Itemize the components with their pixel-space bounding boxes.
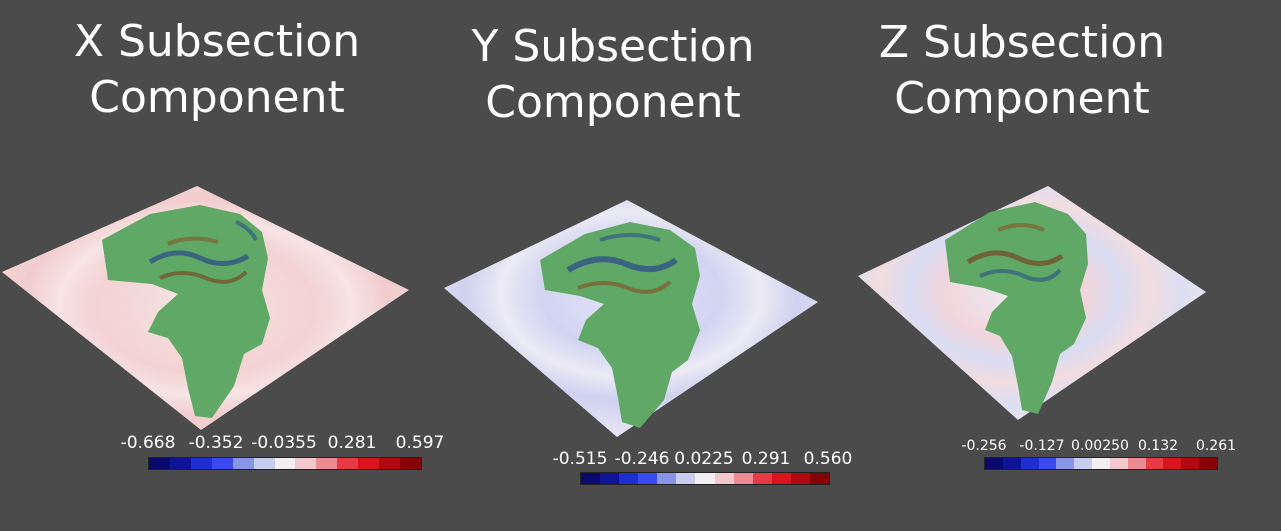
tick-label: 0.291	[741, 449, 791, 469]
tick-label: 0.560	[803, 449, 853, 469]
colorbar-z	[984, 457, 1218, 470]
colorbar-swatch	[619, 473, 639, 484]
tick-label: 0.00250	[1071, 438, 1129, 454]
title-line-2: Component	[89, 72, 345, 123]
colorbar-swatch	[1181, 458, 1200, 469]
land-x	[102, 205, 270, 418]
colorbar-swatch	[1092, 458, 1110, 469]
colorbar-swatch	[1109, 458, 1128, 469]
colorbar-swatch	[169, 458, 191, 469]
tick-label: 0.281	[327, 433, 377, 453]
colorbar-swatch	[752, 473, 772, 484]
colorbar-swatch	[809, 473, 830, 484]
land-y	[540, 222, 700, 428]
colorbar-swatch	[638, 473, 658, 484]
colorbar-swatch	[714, 473, 734, 484]
colorbar-swatch	[190, 458, 212, 469]
colorbar-swatch	[771, 473, 791, 484]
colorbar-swatch	[379, 458, 401, 469]
surface-y	[444, 200, 818, 437]
colorbar-ticks-z: -0.256 -0.127 0.00250 0.132 0.261	[961, 438, 1236, 458]
title-line-1: Z Subsection	[878, 17, 1166, 68]
tick-label: -0.352	[188, 433, 244, 453]
colorbar-swatch	[1163, 458, 1182, 469]
tick-label: 0.261	[1195, 438, 1237, 454]
panel-title-x: X Subsection Component	[74, 14, 360, 126]
colorbar-swatch	[1002, 458, 1021, 469]
colorbar-swatch	[1038, 458, 1057, 469]
colorbar-swatch	[985, 458, 1003, 469]
colorbar-swatch	[733, 473, 753, 484]
colorbar-swatch	[1199, 458, 1217, 469]
colorbar-swatch	[1127, 458, 1146, 469]
colorbar-swatch	[581, 473, 601, 484]
panel-title-y: Y Subsection Component	[471, 19, 754, 131]
tick-label: -0.256	[961, 438, 1007, 454]
colorbar-swatch	[1056, 458, 1075, 469]
colorbar-swatch	[1145, 458, 1164, 469]
tick-label: 0.132	[1137, 438, 1179, 454]
title-line-1: X Subsection	[73, 16, 361, 67]
colorbar-swatch	[337, 458, 359, 469]
colorbar-swatch	[695, 473, 715, 484]
title-line-2: Component	[894, 73, 1150, 124]
colorbar-ticks-x: -0.668 -0.352 -0.0355 0.281 0.597	[121, 433, 445, 457]
colorbar-ticks-y: -0.515 -0.246 0.0225 0.291 0.560	[553, 449, 853, 473]
colorbar-swatch	[790, 473, 810, 484]
colorbar-swatch	[400, 458, 421, 469]
colorbar-swatch	[358, 458, 380, 469]
tick-label: -0.668	[120, 433, 176, 453]
surface-z	[858, 186, 1206, 420]
tick-label: 0.0225	[674, 449, 734, 469]
colorbar-swatch	[211, 458, 233, 469]
tick-label: -0.515	[552, 449, 608, 469]
tick-label: -0.0355	[251, 433, 317, 453]
colorbar-swatch	[316, 458, 338, 469]
title-line-2: Component	[485, 77, 741, 128]
title-line-1: Y Subsection	[471, 21, 755, 72]
colorbar-swatch	[1020, 458, 1039, 469]
colorbar-swatch	[1074, 458, 1093, 469]
colorbar-swatch	[600, 473, 620, 484]
colorbar-x	[148, 457, 422, 470]
tick-label: 0.597	[395, 433, 445, 453]
colorbar-swatch	[676, 473, 696, 484]
surface-x	[2, 186, 409, 430]
colorbar-swatch	[295, 458, 317, 469]
colorbar-swatch	[274, 458, 296, 469]
tick-label: -0.127	[1019, 438, 1065, 454]
tick-label: -0.246	[614, 449, 670, 469]
colorbar-y	[580, 472, 830, 485]
colorbar-swatch	[657, 473, 677, 484]
colorbar-swatch	[253, 458, 275, 469]
colorbar-swatch	[232, 458, 254, 469]
colorbar-swatch	[149, 458, 170, 469]
panel-title-z: Z Subsection Component	[879, 15, 1165, 127]
